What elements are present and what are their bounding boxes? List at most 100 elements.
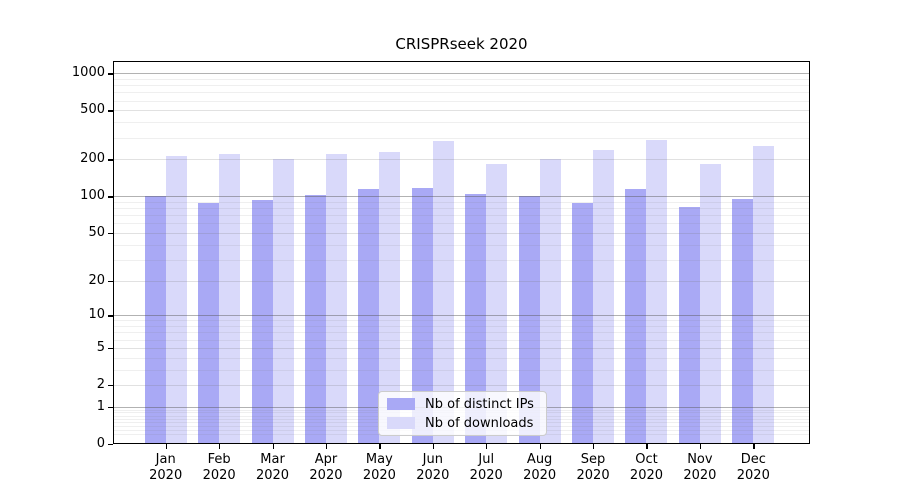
x-tick-label-nov: Nov 2020 <box>655 452 745 484</box>
y-tick-mark-100 <box>108 196 113 198</box>
x-tick-mark-nov <box>699 444 702 449</box>
grid-layer <box>113 61 810 444</box>
x-tick-year: 2020 <box>629 468 664 483</box>
legend-item-distinct-ips: Nb of distinct IPs <box>387 397 538 412</box>
x-tick-label-may: May 2020 <box>334 452 424 484</box>
x-tick-mark-oct <box>646 444 648 449</box>
x-tick-month: Nov <box>687 452 713 467</box>
gridline-6 <box>113 339 810 341</box>
bar-nb-of-distinct-ips-nov <box>678 206 700 444</box>
gridline-9 <box>113 320 810 322</box>
legend-label-distinct-ips: Nb of distinct IPs <box>425 396 534 412</box>
x-tick-month: Feb <box>207 452 231 467</box>
bar-nb-of-distinct-ips-dec <box>732 199 754 444</box>
gridline-200 <box>113 159 810 161</box>
x-tick-year: 2020 <box>309 468 343 483</box>
x-tick-year: 2020 <box>362 468 396 483</box>
bar-nb-of-distinct-ips-oct <box>625 188 647 444</box>
bar-nb-of-downloads-sep <box>593 150 615 444</box>
legend-item-downloads: Nb of downloads <box>387 416 538 431</box>
y-tick-mark-10 <box>108 315 113 317</box>
legend-swatch-downloads <box>387 417 415 429</box>
bar-nb-of-distinct-ips-mar <box>251 200 273 444</box>
x-tick-year: 2020 <box>149 468 183 483</box>
bar-nb-of-distinct-ips-feb <box>198 203 220 444</box>
gridline-800 <box>113 85 810 87</box>
x-tick-label-jul: Jul 2020 <box>441 452 531 484</box>
x-tick-mark-mar <box>272 444 274 449</box>
legend-swatch-distinct-ips <box>387 398 415 410</box>
plot-area <box>113 61 810 444</box>
x-tick-year: 2020 <box>469 468 503 483</box>
gridline-90 <box>113 201 810 203</box>
gridline-700 <box>113 92 810 94</box>
x-tick-mark-aug <box>539 444 541 449</box>
bars-layer <box>113 61 810 444</box>
bar-nb-of-downloads-jul <box>486 164 508 444</box>
gridline-4 <box>113 357 810 359</box>
x-tick-month: Jun <box>422 452 443 467</box>
x-tick-month: Sep <box>580 452 606 467</box>
y-tick-mark-1000 <box>108 73 113 75</box>
gridline-80 <box>113 208 810 210</box>
y-tick-mark-0 <box>108 444 113 446</box>
x-tick-label-apr: Apr 2020 <box>281 452 371 484</box>
x-tick-month: Jul <box>478 452 495 467</box>
x-tick-label-aug: Aug 2020 <box>495 452 585 484</box>
y-tick-label-5: 5 <box>96 339 105 355</box>
y-tick-mark-20 <box>108 280 113 282</box>
gridline-3 <box>113 369 810 371</box>
x-tick-mark-may <box>379 444 381 449</box>
y-tick-mark-2 <box>108 385 113 387</box>
y-tick-label-0: 0 <box>96 436 105 451</box>
y-tick-label-10: 10 <box>88 307 105 323</box>
x-tick-label-mar: Mar 2020 <box>228 452 318 484</box>
y-tick-mark-50 <box>108 233 113 235</box>
gridline-20 <box>113 280 810 282</box>
gridline-60 <box>113 223 810 225</box>
bar-nb-of-downloads-jun <box>432 140 454 444</box>
gridline-400 <box>113 122 810 124</box>
bar-nb-of-downloads-feb <box>219 154 241 444</box>
x-tick-mark-jul <box>486 444 488 449</box>
bar-nb-of-downloads-apr <box>325 153 347 444</box>
x-tick-mark-jun <box>432 444 434 449</box>
y-tick-mark-500 <box>108 110 113 112</box>
y-tick-label-20: 20 <box>88 272 105 288</box>
x-tick-year: 2020 <box>202 468 236 483</box>
gridline-7 <box>113 332 810 334</box>
x-tick-month: May <box>365 452 393 467</box>
x-tick-label-jan: Jan 2020 <box>121 452 211 484</box>
legend: Nb of distinct IPs Nb of downloads <box>378 391 547 436</box>
x-tick-year: 2020 <box>736 468 770 483</box>
gridline-70 <box>113 215 810 217</box>
gridline-8 <box>113 326 810 328</box>
bar-nb-of-downloads-mar <box>272 159 294 444</box>
gridline-100 <box>113 196 810 198</box>
x-tick-year: 2020 <box>416 468 450 483</box>
x-tick-year: 2020 <box>523 468 557 483</box>
y-tick-label-50: 50 <box>88 225 105 241</box>
legend-label-downloads: Nb of downloads <box>425 415 534 431</box>
x-tick-month: Aug <box>526 452 553 467</box>
y-tick-label-1: 1 <box>96 398 105 414</box>
gridline-50 <box>113 233 810 235</box>
x-tick-label-oct: Oct 2020 <box>601 452 691 484</box>
x-tick-mark-sep <box>593 444 595 449</box>
x-tick-label-dec: Dec 2020 <box>708 452 798 484</box>
gridline-40 <box>113 244 810 246</box>
x-tick-year: 2020 <box>576 468 610 483</box>
gridline-600 <box>113 100 810 102</box>
x-tick-month: Apr <box>314 452 338 467</box>
x-tick-year: 2020 <box>683 468 717 483</box>
x-tick-month: Dec <box>740 452 766 467</box>
bar-nb-of-distinct-ips-jul <box>465 194 487 444</box>
bar-nb-of-downloads-dec <box>753 146 775 444</box>
bar-nb-of-downloads-may <box>379 152 401 444</box>
y-tick-mark-200 <box>108 159 113 161</box>
x-tick-mark-apr <box>325 444 328 449</box>
gridline-900 <box>113 78 810 80</box>
y-tick-label-500: 500 <box>80 102 105 118</box>
bar-nb-of-downloads-oct <box>646 139 668 444</box>
